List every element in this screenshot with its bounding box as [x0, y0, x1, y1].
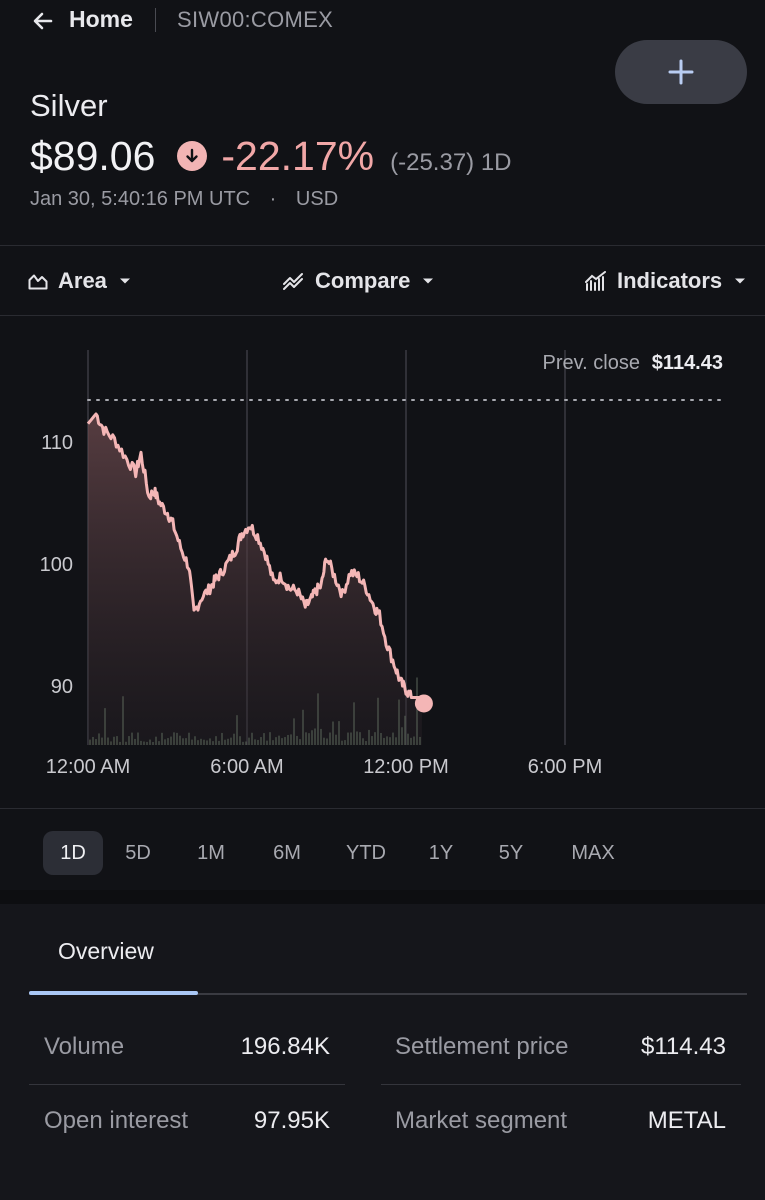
open-interest-value: 97.95K	[253, 1107, 330, 1134]
plus-icon	[667, 58, 695, 86]
chart-type-label: Area	[58, 268, 107, 293]
compare-dropdown[interactable]: Compare	[283, 265, 434, 297]
compare-label: Compare	[315, 268, 411, 293]
add-to-watchlist-button[interactable]	[615, 40, 747, 104]
y-tick-label: 90	[51, 676, 73, 698]
tab-bar-line	[29, 993, 747, 995]
caret-down-icon	[734, 277, 746, 285]
caret-down-icon	[422, 277, 434, 285]
compare-lines-icon	[283, 272, 305, 290]
home-link[interactable]: Home	[69, 6, 133, 32]
current-price-dot	[414, 694, 433, 713]
x-tick-label: 12:00 PM	[363, 756, 449, 778]
prev-close-label: Prev. close	[543, 352, 640, 374]
ticker-symbol: SIW00:COMEX	[177, 7, 334, 32]
divider	[0, 245, 765, 246]
y-tick-label: 110	[41, 432, 73, 454]
area-chart-icon	[28, 272, 48, 290]
divider	[0, 315, 765, 316]
range-1d[interactable]: 1D	[43, 831, 103, 875]
volume-value: 196.84K	[240, 1033, 330, 1060]
caret-down-icon	[119, 277, 131, 285]
quote-meta: Jan 30, 5:40:16 PM UTC · USD	[30, 188, 338, 211]
range-5d[interactable]: 5D	[125, 841, 151, 864]
stat-divider	[29, 1084, 345, 1085]
price-line	[86, 412, 422, 699]
y-tick-label: 100	[40, 554, 73, 576]
top-divider	[155, 8, 156, 32]
market-segment-label: Market segment	[395, 1107, 568, 1134]
arrow-down-circle-icon	[177, 141, 208, 171]
current-price: $89.06	[30, 133, 156, 179]
indicators-dropdown[interactable]: Indicators	[585, 265, 746, 297]
range-5y[interactable]: 5Y	[498, 841, 524, 864]
change-absolute: (-25.37) 1D	[390, 149, 512, 176]
divider	[0, 808, 765, 809]
meta-separator: ·	[269, 188, 277, 210]
indicators-icon	[585, 271, 607, 291]
back-arrow-icon[interactable]	[30, 8, 56, 34]
market-segment-value: METAL	[647, 1107, 726, 1134]
open-interest-label: Open interest	[44, 1107, 189, 1134]
top-bar: Home SIW00:COMEX	[0, 0, 765, 40]
indicators-label: Indicators	[617, 268, 723, 293]
range-1y[interactable]: 1Y	[428, 841, 454, 864]
stat-divider	[381, 1084, 741, 1085]
active-tab-indicator	[29, 991, 198, 995]
quote-timestamp: Jan 30, 5:40:16 PM UTC	[30, 188, 251, 210]
volume-label: Volume	[44, 1033, 125, 1060]
price-chart[interactable]: Prev. close $114.43 110 100 90 12:00 AM 6:00 A…	[0, 318, 765, 808]
asset-name: Silver	[30, 88, 108, 123]
range-6m[interactable]: 6M	[273, 841, 301, 864]
settlement-price-label: Settlement price	[395, 1033, 569, 1060]
range-1m[interactable]: 1M	[197, 841, 225, 864]
price-area-fill	[88, 414, 422, 745]
x-tick-label: 12:00 AM	[46, 756, 131, 778]
settlement-price-value: $114.43	[641, 1033, 726, 1060]
x-tick-label: 6:00 AM	[210, 756, 283, 778]
overview-panel	[0, 890, 765, 1200]
time-range-selector: 1D 5D 1M 6M YTD 1Y 5Y MAX	[43, 831, 639, 875]
tab-overview[interactable]: Overview	[58, 938, 154, 964]
x-tick-label: 6:00 PM	[528, 756, 602, 778]
quote-currency: USD	[295, 188, 339, 210]
price-row: $89.06 -22.17% (-25.37) 1D	[30, 133, 512, 183]
range-ytd[interactable]: YTD	[346, 841, 386, 864]
change-percent: -22.17%	[221, 133, 375, 179]
chart-type-dropdown[interactable]: Area	[28, 265, 131, 297]
prev-close-value: $114.43	[652, 352, 723, 374]
range-max[interactable]: MAX	[571, 841, 615, 864]
